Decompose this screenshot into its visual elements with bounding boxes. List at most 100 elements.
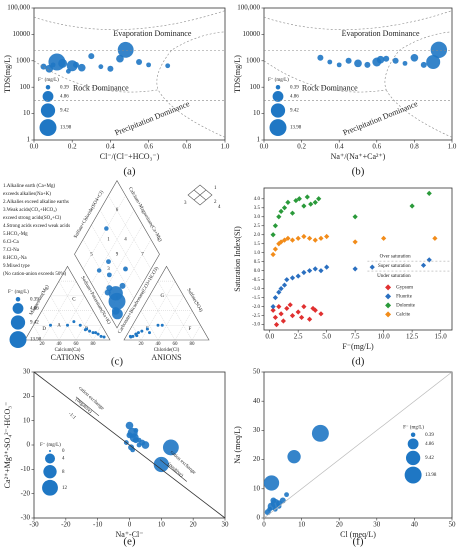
point bbox=[270, 232, 276, 238]
region-label: 4 bbox=[124, 238, 127, 243]
panel-label: (e) bbox=[123, 536, 136, 548]
point bbox=[301, 304, 307, 310]
x-tick-label: -30 bbox=[29, 521, 39, 529]
y-tick-label: 10 bbox=[23, 416, 31, 424]
annotation-arrow bbox=[159, 459, 187, 482]
cation-point bbox=[78, 323, 82, 327]
x-tick-label: -20 bbox=[61, 521, 71, 529]
y-tick-label: 10 bbox=[23, 109, 31, 117]
size-legend-label: 0 bbox=[62, 449, 65, 454]
region-label: 1 bbox=[107, 238, 110, 243]
point bbox=[278, 311, 284, 317]
anion-point bbox=[160, 323, 164, 327]
size-legend-label: 9.42 bbox=[30, 321, 39, 326]
point bbox=[420, 262, 427, 268]
y-tick-label: 1.5 bbox=[254, 242, 261, 247]
bubble bbox=[107, 65, 114, 72]
anion-point bbox=[135, 334, 139, 338]
y-tick-label: -1.5 bbox=[252, 296, 260, 301]
point bbox=[324, 264, 330, 270]
size-legend-title: F⁻ (mg/L) bbox=[40, 443, 61, 448]
point bbox=[281, 237, 288, 243]
point bbox=[295, 235, 301, 241]
point bbox=[289, 313, 296, 319]
size-legend-marker bbox=[12, 302, 24, 314]
size-legend-marker bbox=[42, 479, 58, 496]
legend-line: 4.Strong acids exceed weak acids bbox=[3, 224, 70, 229]
point bbox=[312, 199, 318, 205]
annotation: Rock Dominance bbox=[73, 83, 129, 92]
tick-label: 80 bbox=[91, 342, 97, 347]
y-axis-label: TDS(mg/L) bbox=[233, 55, 242, 93]
size-legend-marker bbox=[269, 119, 287, 137]
bubble bbox=[276, 500, 283, 507]
point bbox=[426, 190, 432, 196]
x-tick-label: 2.5 bbox=[294, 333, 303, 341]
y-axis-label: Na (meq/L) bbox=[233, 426, 242, 464]
x-tick-label: 20 bbox=[190, 521, 198, 529]
axis-title: Sulfate+Chloride(SO4+Cl) bbox=[74, 190, 106, 240]
cation-point bbox=[91, 331, 95, 335]
y-tick-label: 3.0 bbox=[254, 215, 261, 220]
bubble bbox=[136, 437, 142, 443]
cation-point bbox=[49, 323, 52, 327]
cation-point bbox=[72, 320, 76, 324]
diamond-point bbox=[106, 285, 113, 292]
point bbox=[276, 214, 282, 220]
point bbox=[272, 314, 278, 321]
y-tick-label: -2.0 bbox=[252, 305, 260, 310]
y-tick-label: -0.5 bbox=[252, 278, 260, 283]
region-label: A bbox=[57, 323, 61, 328]
ratio-line bbox=[263, 371, 453, 519]
annotation: Over saturation bbox=[380, 254, 411, 259]
bubble bbox=[165, 63, 171, 69]
point bbox=[281, 205, 288, 211]
bubble bbox=[126, 432, 133, 439]
key-diamond bbox=[187, 184, 213, 206]
grid-line bbox=[58, 295, 85, 341]
boundary-curve bbox=[263, 31, 453, 93]
annotation: Precipitation Dominance bbox=[342, 99, 420, 137]
region-label: 6 bbox=[116, 208, 119, 213]
x-tick-label: 0.6 bbox=[372, 143, 381, 151]
bubble bbox=[73, 61, 80, 68]
point bbox=[306, 235, 313, 241]
x-tick-label: 12.5 bbox=[406, 333, 419, 341]
x-tick-label: 7.5 bbox=[351, 333, 360, 341]
bubble bbox=[98, 64, 104, 70]
bubble bbox=[327, 59, 333, 65]
region-label: 5 bbox=[90, 252, 93, 257]
cation-label: CATIONS bbox=[51, 353, 85, 362]
anion-triangle bbox=[123, 265, 210, 341]
size-legend-marker bbox=[45, 453, 55, 464]
x-tick-label: 15.0 bbox=[434, 333, 447, 341]
x-tick-label: 0.4 bbox=[335, 143, 344, 151]
boundary-curve bbox=[263, 10, 453, 30]
panel-label: (b) bbox=[352, 166, 365, 178]
cation-point bbox=[88, 329, 92, 333]
legend-line: 9.Mixed type bbox=[3, 264, 30, 269]
bubble bbox=[376, 55, 385, 64]
size-legend-title: F⁻ (mg/L) bbox=[268, 78, 289, 83]
diamond-point bbox=[112, 308, 123, 320]
y-tick-label: 1 bbox=[27, 136, 31, 144]
legend-label: Gypsum bbox=[396, 286, 413, 291]
y-tick-label: 2.0 bbox=[254, 233, 261, 238]
anion-point bbox=[145, 327, 149, 331]
y-tick-label: -20 bbox=[21, 489, 31, 497]
point bbox=[289, 237, 296, 243]
x-tick-label: 5.0 bbox=[322, 333, 331, 341]
diamond-point bbox=[96, 268, 102, 273]
size-legend-label: 9.42 bbox=[425, 456, 434, 461]
grid-line bbox=[108, 195, 152, 270]
x-tick-label: 10.0 bbox=[378, 333, 391, 341]
annotation: Precipitation Dominance bbox=[114, 99, 192, 137]
legend-label: Calcite bbox=[396, 313, 411, 318]
legend-marker bbox=[385, 311, 392, 318]
x-axis-label: F⁻(mg/L) bbox=[342, 342, 374, 351]
x-tick-label: 0 bbox=[128, 521, 132, 529]
anion-point bbox=[140, 329, 144, 333]
tick-label: 40 bbox=[156, 342, 162, 347]
point bbox=[308, 201, 314, 207]
point bbox=[293, 197, 299, 204]
